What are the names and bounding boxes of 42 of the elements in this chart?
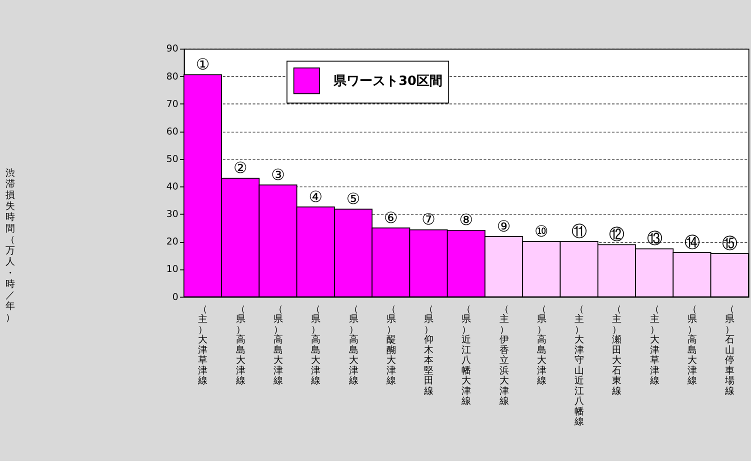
x-tick-label: （主）大津草津線 [197, 304, 208, 387]
text: ⑩ [534, 222, 548, 240]
text: ⑫ [609, 226, 624, 244]
text: ⑤ [346, 190, 360, 208]
text: ① [196, 56, 210, 74]
x-tick-label: （主）大津草津線 [648, 304, 659, 387]
legend-label: 県ワースト30区間 [332, 74, 442, 90]
category-label: （主）伊香立浜大津線 [499, 304, 508, 408]
text: ② [233, 159, 248, 178]
x-tick-label: （県）高島大津線 [686, 304, 696, 387]
category-label: （県）石山停車場線 [725, 304, 734, 397]
x-tick-label: （県）高島大津線 [272, 304, 282, 387]
text: ⑧ [459, 211, 474, 230]
text: ④ [308, 188, 323, 206]
category-label: （県）仰木本堅田線 [424, 304, 434, 397]
x-tick-label: （県）醍醐大津線 [385, 304, 396, 387]
x-tick-label: （県）高島大津線 [310, 304, 320, 387]
y-tick-label: 0 [172, 292, 178, 303]
category-label: （主）瀬田大石東線 [612, 304, 622, 397]
text: ③ [271, 166, 285, 184]
y-tick-label: 80 [166, 71, 178, 82]
text: ⑪ [572, 222, 587, 240]
y-tick-label: 10 [166, 264, 178, 276]
text: ⑭ [684, 233, 700, 252]
text: ⑥ [384, 208, 398, 227]
y-tick-label: 70 [166, 98, 178, 110]
text: ⑮ [722, 234, 738, 252]
text: ⑬ [646, 230, 662, 248]
y-tick-label: 60 [166, 126, 178, 138]
y-tick-label: 90 [166, 44, 178, 55]
category-label: （県）近江八幡大津線 [462, 304, 471, 408]
x-tick-label: （県）高島大津線 [536, 304, 546, 387]
x-tick-label: （県）高島大津線 [348, 304, 358, 387]
text: 渋滞損失時間（万人・時／年） [5, 168, 14, 324]
text: ⑦ [422, 210, 436, 229]
y-tick-label: 40 [166, 182, 178, 193]
x-tick-label: （県）高島大津線 [234, 304, 245, 387]
text: ⑨ [496, 217, 511, 236]
category-label: （主）大津守山近江八幡線 [574, 304, 584, 428]
y-tick-label: 30 [166, 209, 178, 220]
y-tick-label: 20 [166, 236, 178, 248]
y-tick-label: 50 [166, 154, 178, 165]
